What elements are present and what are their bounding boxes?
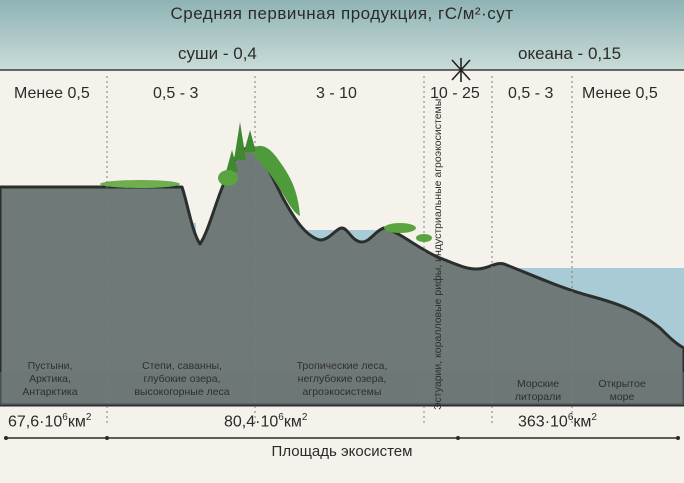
zone-range-4: 10 - 25	[430, 85, 480, 102]
area-axis-label: Площадь экосистем	[271, 443, 413, 460]
boundary-star-marker	[451, 58, 471, 82]
diagram-title: Средняя первичная продукция, гС/м²·сут	[170, 4, 514, 23]
ocean-average-label: океана - 0,15	[518, 44, 622, 63]
zone-description-5: Морские литорали	[514, 378, 562, 403]
zone-description-2: Степи, саванны, глубокие озера, высокого…	[134, 360, 230, 398]
land-average-label: суши - 0,4	[178, 44, 257, 63]
zone-description-3: Тропические леса, неглубокие озера, агро…	[296, 360, 388, 398]
zone-range-3: 3 - 10	[316, 85, 357, 102]
terrain-base-shade	[0, 372, 684, 405]
zone-range-6: Менее 0,5	[582, 85, 658, 102]
tropical-forest	[218, 122, 300, 216]
zone-range-2: 0,5 - 3	[153, 85, 199, 102]
zone-range-1: Менее 0,5	[14, 85, 90, 102]
header-band	[0, 0, 684, 70]
steppe-grass	[100, 180, 180, 188]
zone-description-1: Пустыни, Арктика, Антарктика	[22, 360, 78, 398]
area-value-3: 363·106км2	[518, 412, 597, 431]
area-value-2: 80,4·106км2	[224, 412, 308, 431]
zone-description-6: Открытое море	[598, 378, 646, 403]
zone-dividers	[106, 76, 573, 425]
zone-description-4: Эстуарии, коралловые рифы, индустриальны…	[432, 98, 444, 410]
zone-range-5: 0,5 - 3	[508, 85, 554, 102]
area-axis-ticks	[4, 436, 680, 440]
area-value-1: 67,6·106км2	[8, 412, 92, 431]
